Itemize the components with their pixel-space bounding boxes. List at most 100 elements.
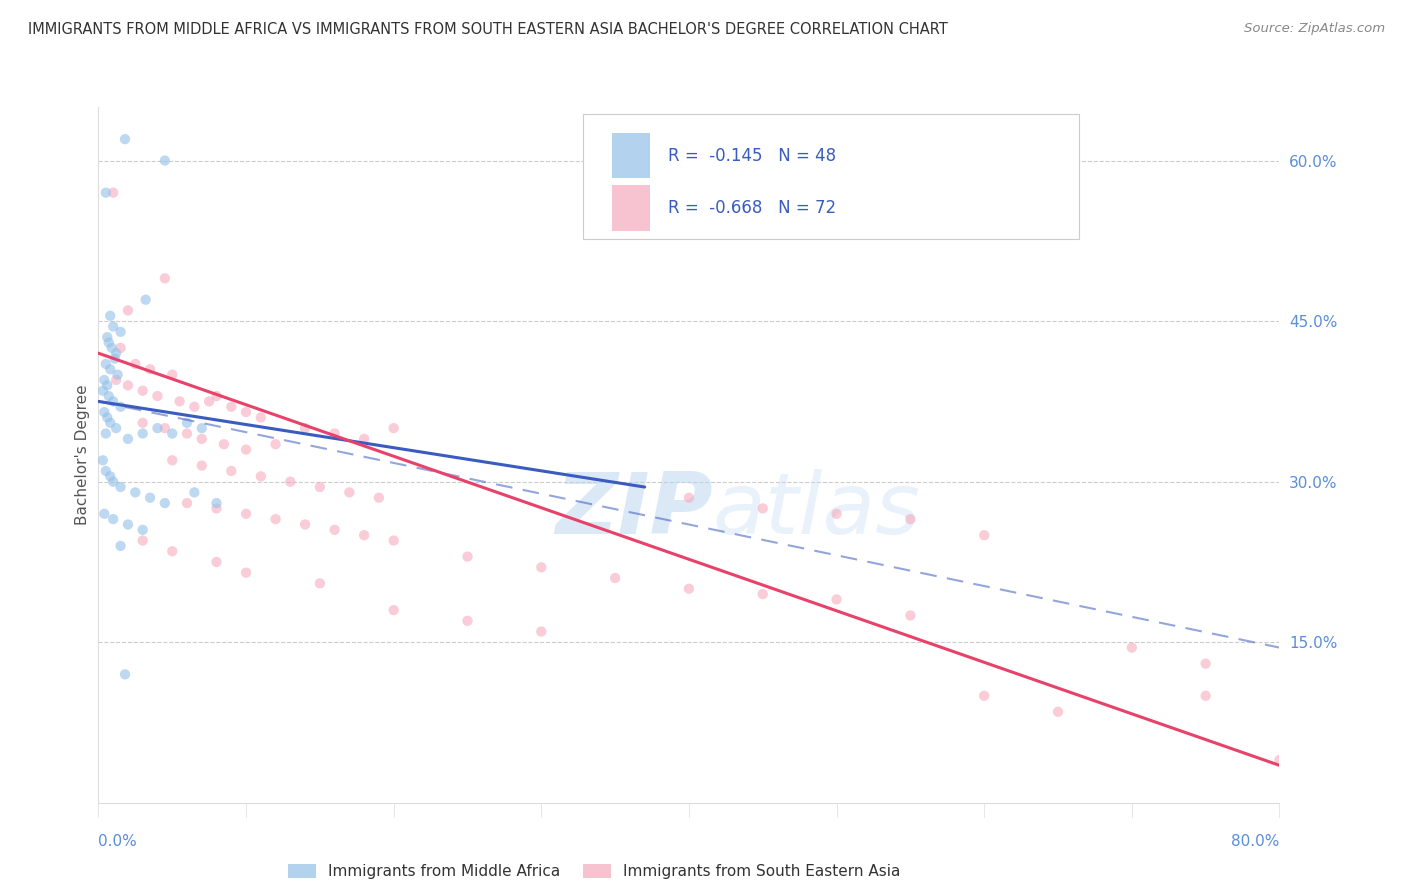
Point: [162, 453, 183, 467]
Point: [105, 421, 128, 435]
Point: [176, 416, 198, 430]
Point: [176, 426, 198, 441]
Point: [98, 309, 121, 323]
Point: [250, 469, 273, 483]
Point: [97, 389, 120, 403]
Point: [103, 319, 125, 334]
Point: [825, 507, 848, 521]
Point: [103, 475, 125, 489]
Point: [323, 426, 346, 441]
Point: [114, 132, 136, 146]
Point: [117, 303, 139, 318]
Point: [205, 389, 228, 403]
Point: [153, 421, 176, 435]
Point: [114, 667, 136, 681]
Point: [132, 416, 155, 430]
Text: Source: ZipAtlas.com: Source: ZipAtlas.com: [1244, 22, 1385, 36]
Point: [132, 533, 155, 548]
Point: [117, 517, 139, 532]
Point: [107, 368, 129, 382]
Point: [132, 523, 155, 537]
Point: [382, 603, 405, 617]
Point: [339, 485, 360, 500]
Point: [183, 400, 205, 414]
FancyBboxPatch shape: [612, 186, 650, 230]
Point: [132, 384, 155, 398]
Point: [103, 186, 125, 200]
Point: [198, 394, 221, 409]
Point: [162, 368, 183, 382]
Point: [176, 496, 198, 510]
Point: [900, 608, 922, 623]
Point: [264, 437, 287, 451]
Y-axis label: Bachelor's Degree: Bachelor's Degree: [75, 384, 90, 525]
Point: [309, 480, 332, 494]
Point: [135, 293, 157, 307]
Point: [105, 346, 128, 360]
Point: [94, 186, 117, 200]
Point: [110, 325, 132, 339]
Point: [1195, 657, 1218, 671]
Point: [973, 689, 995, 703]
Point: [456, 549, 478, 564]
Point: [162, 544, 183, 558]
Point: [124, 357, 146, 371]
Point: [153, 496, 176, 510]
Point: [103, 512, 125, 526]
FancyBboxPatch shape: [612, 133, 650, 178]
Point: [98, 416, 121, 430]
Point: [97, 335, 120, 350]
Point: [153, 153, 176, 168]
Point: [278, 475, 302, 489]
Point: [98, 469, 121, 483]
Point: [191, 421, 214, 435]
Text: 0.0%: 0.0%: [98, 834, 138, 849]
Point: [1195, 689, 1218, 703]
Point: [751, 501, 773, 516]
Point: [235, 405, 257, 419]
Point: [139, 491, 162, 505]
Point: [124, 485, 146, 500]
Point: [309, 576, 332, 591]
Point: [205, 496, 228, 510]
Point: [103, 394, 125, 409]
Point: [94, 357, 117, 371]
Point: [605, 571, 627, 585]
Point: [96, 378, 118, 392]
Point: [221, 400, 243, 414]
Point: [323, 523, 346, 537]
Point: [98, 362, 121, 376]
Point: [162, 426, 183, 441]
Text: R =  -0.668   N = 72: R = -0.668 N = 72: [668, 199, 835, 217]
Point: [93, 373, 115, 387]
Point: [117, 378, 139, 392]
Point: [235, 566, 257, 580]
Text: R =  -0.145   N = 48: R = -0.145 N = 48: [668, 147, 835, 165]
Point: [110, 400, 132, 414]
Point: [146, 421, 169, 435]
Point: [93, 405, 115, 419]
Point: [110, 341, 132, 355]
Point: [191, 432, 214, 446]
Point: [250, 410, 273, 425]
Point: [153, 271, 176, 285]
Point: [353, 432, 375, 446]
Point: [353, 528, 375, 542]
Point: [294, 517, 316, 532]
Point: [91, 453, 114, 467]
Point: [100, 341, 122, 355]
Point: [93, 507, 115, 521]
Point: [110, 539, 132, 553]
Point: [96, 410, 118, 425]
Point: [205, 501, 228, 516]
Legend: Immigrants from Middle Africa, Immigrants from South Eastern Asia: Immigrants from Middle Africa, Immigrant…: [283, 858, 907, 886]
Text: ZIP: ZIP: [555, 469, 713, 552]
Point: [104, 351, 127, 366]
Point: [221, 464, 243, 478]
Point: [235, 507, 257, 521]
Point: [530, 624, 553, 639]
Point: [169, 394, 191, 409]
Point: [751, 587, 773, 601]
Text: 80.0%: 80.0%: [1232, 834, 1279, 849]
Point: [183, 485, 205, 500]
